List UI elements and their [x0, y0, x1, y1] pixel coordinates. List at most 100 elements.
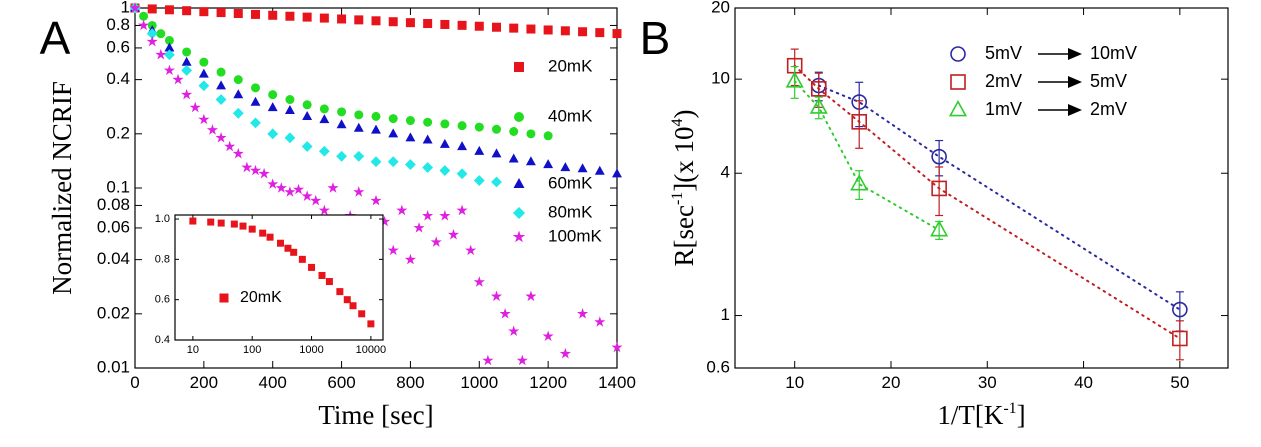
label-part: ](x 10: [669, 126, 699, 191]
marker: [251, 9, 260, 19]
legend-marker: [219, 293, 229, 303]
marker: [215, 94, 227, 105]
y-tick-label: 0.01: [97, 357, 130, 376]
marker: [181, 65, 193, 76]
marker: [181, 56, 192, 66]
marker: [440, 19, 450, 29]
marker: [439, 210, 451, 221]
marker: [405, 116, 415, 126]
marker: [146, 28, 158, 40]
marker: [388, 128, 399, 138]
label-part: ): [669, 109, 699, 118]
marker: [298, 255, 306, 263]
y-tick-label: 0.4: [106, 69, 130, 88]
marker: [318, 145, 330, 157]
x-tick-label: 10: [187, 344, 199, 356]
y-tick-label: 0.8: [155, 253, 170, 265]
marker: [405, 18, 415, 28]
marker: [457, 121, 467, 131]
marker: [233, 89, 244, 99]
marker: [251, 83, 260, 93]
marker: [850, 173, 869, 191]
marker: [474, 122, 484, 132]
marker: [233, 9, 243, 19]
marker: [199, 57, 209, 67]
marker: [308, 263, 316, 271]
marker: [337, 107, 347, 117]
legend-label: 5mV: [1090, 71, 1127, 91]
marker: [809, 97, 828, 114]
marker: [353, 186, 365, 197]
x-tick-label: 1400: [598, 373, 636, 392]
marker: [327, 182, 339, 193]
marker: [277, 239, 285, 247]
marker: [560, 26, 570, 36]
marker: [285, 11, 295, 21]
marker: [146, 35, 158, 47]
y-tick-label: 1: [721, 305, 730, 324]
marker: [525, 156, 536, 166]
marker: [931, 148, 947, 165]
marker: [284, 186, 296, 197]
marker: [482, 354, 494, 366]
marker: [851, 114, 868, 130]
marker: [267, 102, 278, 112]
marker: [259, 229, 267, 237]
marker: [1172, 330, 1188, 347]
marker: [371, 16, 381, 26]
marker: [578, 27, 588, 37]
marker: [439, 165, 451, 176]
marker: [612, 29, 622, 39]
marker: [354, 15, 364, 25]
marker: [367, 320, 375, 328]
marker: [198, 68, 209, 78]
marker: [290, 248, 298, 256]
label-part: R[sec: [669, 205, 699, 266]
marker: [457, 141, 468, 151]
marker: [379, 215, 391, 227]
y-tick-label: 1: [121, 0, 130, 16]
marker: [526, 129, 536, 139]
marker: [499, 307, 511, 319]
marker: [405, 132, 416, 142]
marker: [543, 131, 553, 141]
legend-label: 20mK: [548, 56, 593, 75]
marker: [284, 104, 295, 114]
x-axis-label: Time [sec]: [318, 400, 433, 430]
marker: [387, 156, 399, 168]
marker: [267, 128, 279, 140]
marker: [164, 42, 175, 52]
marker: [594, 316, 606, 327]
marker: [336, 119, 347, 129]
marker: [198, 80, 210, 92]
marker: [285, 95, 295, 105]
label-part: ]: [1017, 400, 1026, 430]
x-tick-label: 0: [130, 373, 139, 392]
marker: [138, 19, 150, 31]
marker: [611, 341, 623, 353]
marker: [371, 124, 381, 134]
legend-marker: [513, 207, 525, 219]
x-tick-label: 40: [1074, 373, 1093, 392]
x-tick-label: 600: [327, 373, 355, 392]
legend-label: 100mK: [548, 226, 603, 245]
marker: [525, 290, 537, 302]
marker: [353, 150, 365, 162]
marker: [343, 296, 351, 304]
marker: [423, 19, 433, 29]
y-tick-label: 0.4: [155, 334, 170, 346]
label-part: -1: [1003, 400, 1016, 417]
legend-label: 20mK: [240, 289, 282, 306]
marker: [301, 190, 313, 201]
marker: [310, 194, 322, 206]
legend-label: 1mV: [985, 99, 1022, 119]
marker: [301, 141, 313, 152]
marker: [182, 6, 192, 16]
marker: [370, 156, 382, 168]
marker: [594, 165, 605, 175]
marker: [810, 81, 827, 97]
y-tick-label: 0.1: [106, 177, 130, 196]
plot-area: [174, 214, 384, 341]
x-tick-label: 1000: [460, 373, 498, 392]
